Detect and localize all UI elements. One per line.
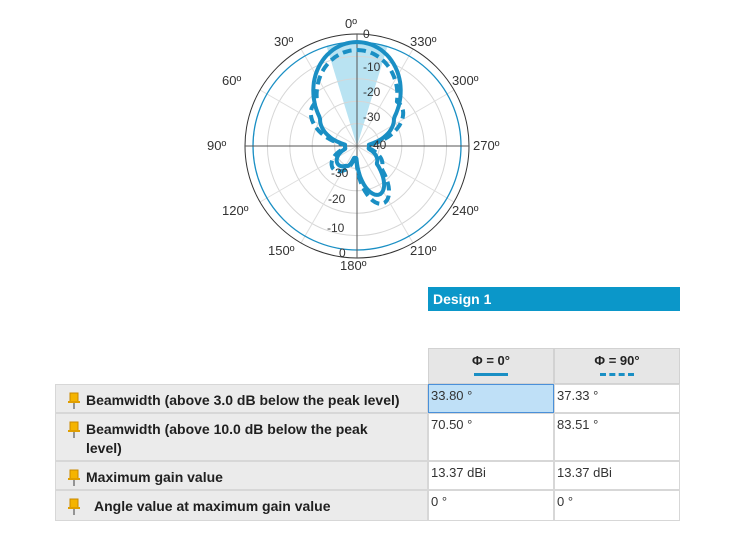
pin-icon[interactable] [66, 469, 82, 487]
ring-label: -20 [363, 85, 381, 99]
angle-label-30: 30º [274, 34, 293, 49]
column-header-label: Φ = 0° [472, 353, 510, 368]
angle-label-0: 0º [345, 16, 357, 31]
row-name-cell: Beamwidth (above 3.0 dB below the peak l… [55, 384, 428, 413]
table-row[interactable]: Beamwidth (above 3.0 dB below the peak l… [55, 384, 680, 413]
polar-grid-spoke [356, 145, 414, 244]
value-cell-phi-90[interactable]: 83.51 ° [554, 413, 680, 461]
row-label: Angle value at maximum gain value [94, 498, 331, 514]
polar-radiation-plot: -10 -20 -30 -40 -30 -20 -10 0 0 0º 30º 6… [207, 16, 500, 273]
value-cell-phi-0[interactable]: 70.50 ° [428, 413, 554, 461]
polar-grid-spoke [300, 48, 358, 147]
value-cell-phi-90[interactable]: 13.37 dBi [554, 461, 680, 490]
angle-label-330: 330º [410, 34, 437, 49]
value-cell-phi-90[interactable]: 0 ° [554, 490, 680, 521]
polar-grid-spoke [300, 145, 358, 244]
angle-label-270: 270º [473, 138, 500, 153]
row-name-cell: Beamwidth (above 10.0 dB below the peak … [55, 413, 428, 461]
design-header: Design 1 [428, 287, 680, 311]
angle-label-90: 90º [207, 138, 226, 153]
ring-label: -30 [363, 110, 381, 124]
ring-label: -40 [369, 138, 387, 152]
ring-label: 0 [363, 27, 370, 41]
angle-label-60: 60º [222, 73, 241, 88]
row-label: Beamwidth (above 3.0 dB below the peak l… [86, 392, 400, 408]
ring-label: -30 [331, 166, 349, 180]
value-cell-phi-0[interactable]: 13.37 dBi [428, 461, 554, 490]
angle-label-210: 210º [410, 243, 437, 258]
pin-icon[interactable] [66, 421, 82, 439]
row-label: Beamwidth (above 10.0 dB below the peak … [86, 421, 368, 456]
ring-label: -10 [327, 221, 345, 235]
polar-grid-spoke [259, 89, 358, 147]
polar-grid-spoke [259, 145, 358, 203]
value-cell-phi-0[interactable]: 33.80 ° [428, 384, 554, 413]
polar-grid-spoke [356, 145, 455, 203]
legend-dashed-line-icon [600, 373, 634, 376]
table-row[interactable]: Maximum gain value 13.37 dBi 13.37 dBi [55, 461, 680, 490]
legend-solid-line-icon [474, 373, 508, 376]
angle-label-240: 240º [452, 203, 479, 218]
table-row[interactable]: Angle value at maximum gain value 0 ° 0 … [55, 490, 680, 521]
column-header-phi-0[interactable]: Φ = 0° [428, 348, 554, 384]
table-row[interactable]: Beamwidth (above 10.0 dB below the peak … [55, 413, 680, 461]
value-cell-phi-0[interactable]: 0 ° [428, 490, 554, 521]
pattern-phi-90-dashed [308, 48, 406, 206]
pin-icon[interactable] [66, 498, 82, 516]
column-header-label: Φ = 90° [594, 353, 640, 368]
angle-label-300: 300º [452, 73, 479, 88]
row-label: Maximum gain value [86, 469, 223, 485]
angle-label-150: 150º [268, 243, 295, 258]
angle-label-120: 120º [222, 203, 249, 218]
ring-label: -20 [328, 192, 346, 206]
angle-label-180: 180º [340, 258, 367, 273]
row-name-cell: Maximum gain value [55, 461, 428, 490]
polar-grid-spoke [356, 89, 455, 147]
value-cell-phi-90[interactable]: 37.33 ° [554, 384, 680, 413]
column-header-phi-90[interactable]: Φ = 90° [554, 348, 680, 384]
pin-icon[interactable] [66, 392, 82, 410]
row-name-cell: Angle value at maximum gain value [55, 490, 428, 521]
ring-label: -10 [363, 60, 381, 74]
ring-label: 0 [339, 246, 346, 260]
polar-grid-spoke [356, 48, 414, 147]
